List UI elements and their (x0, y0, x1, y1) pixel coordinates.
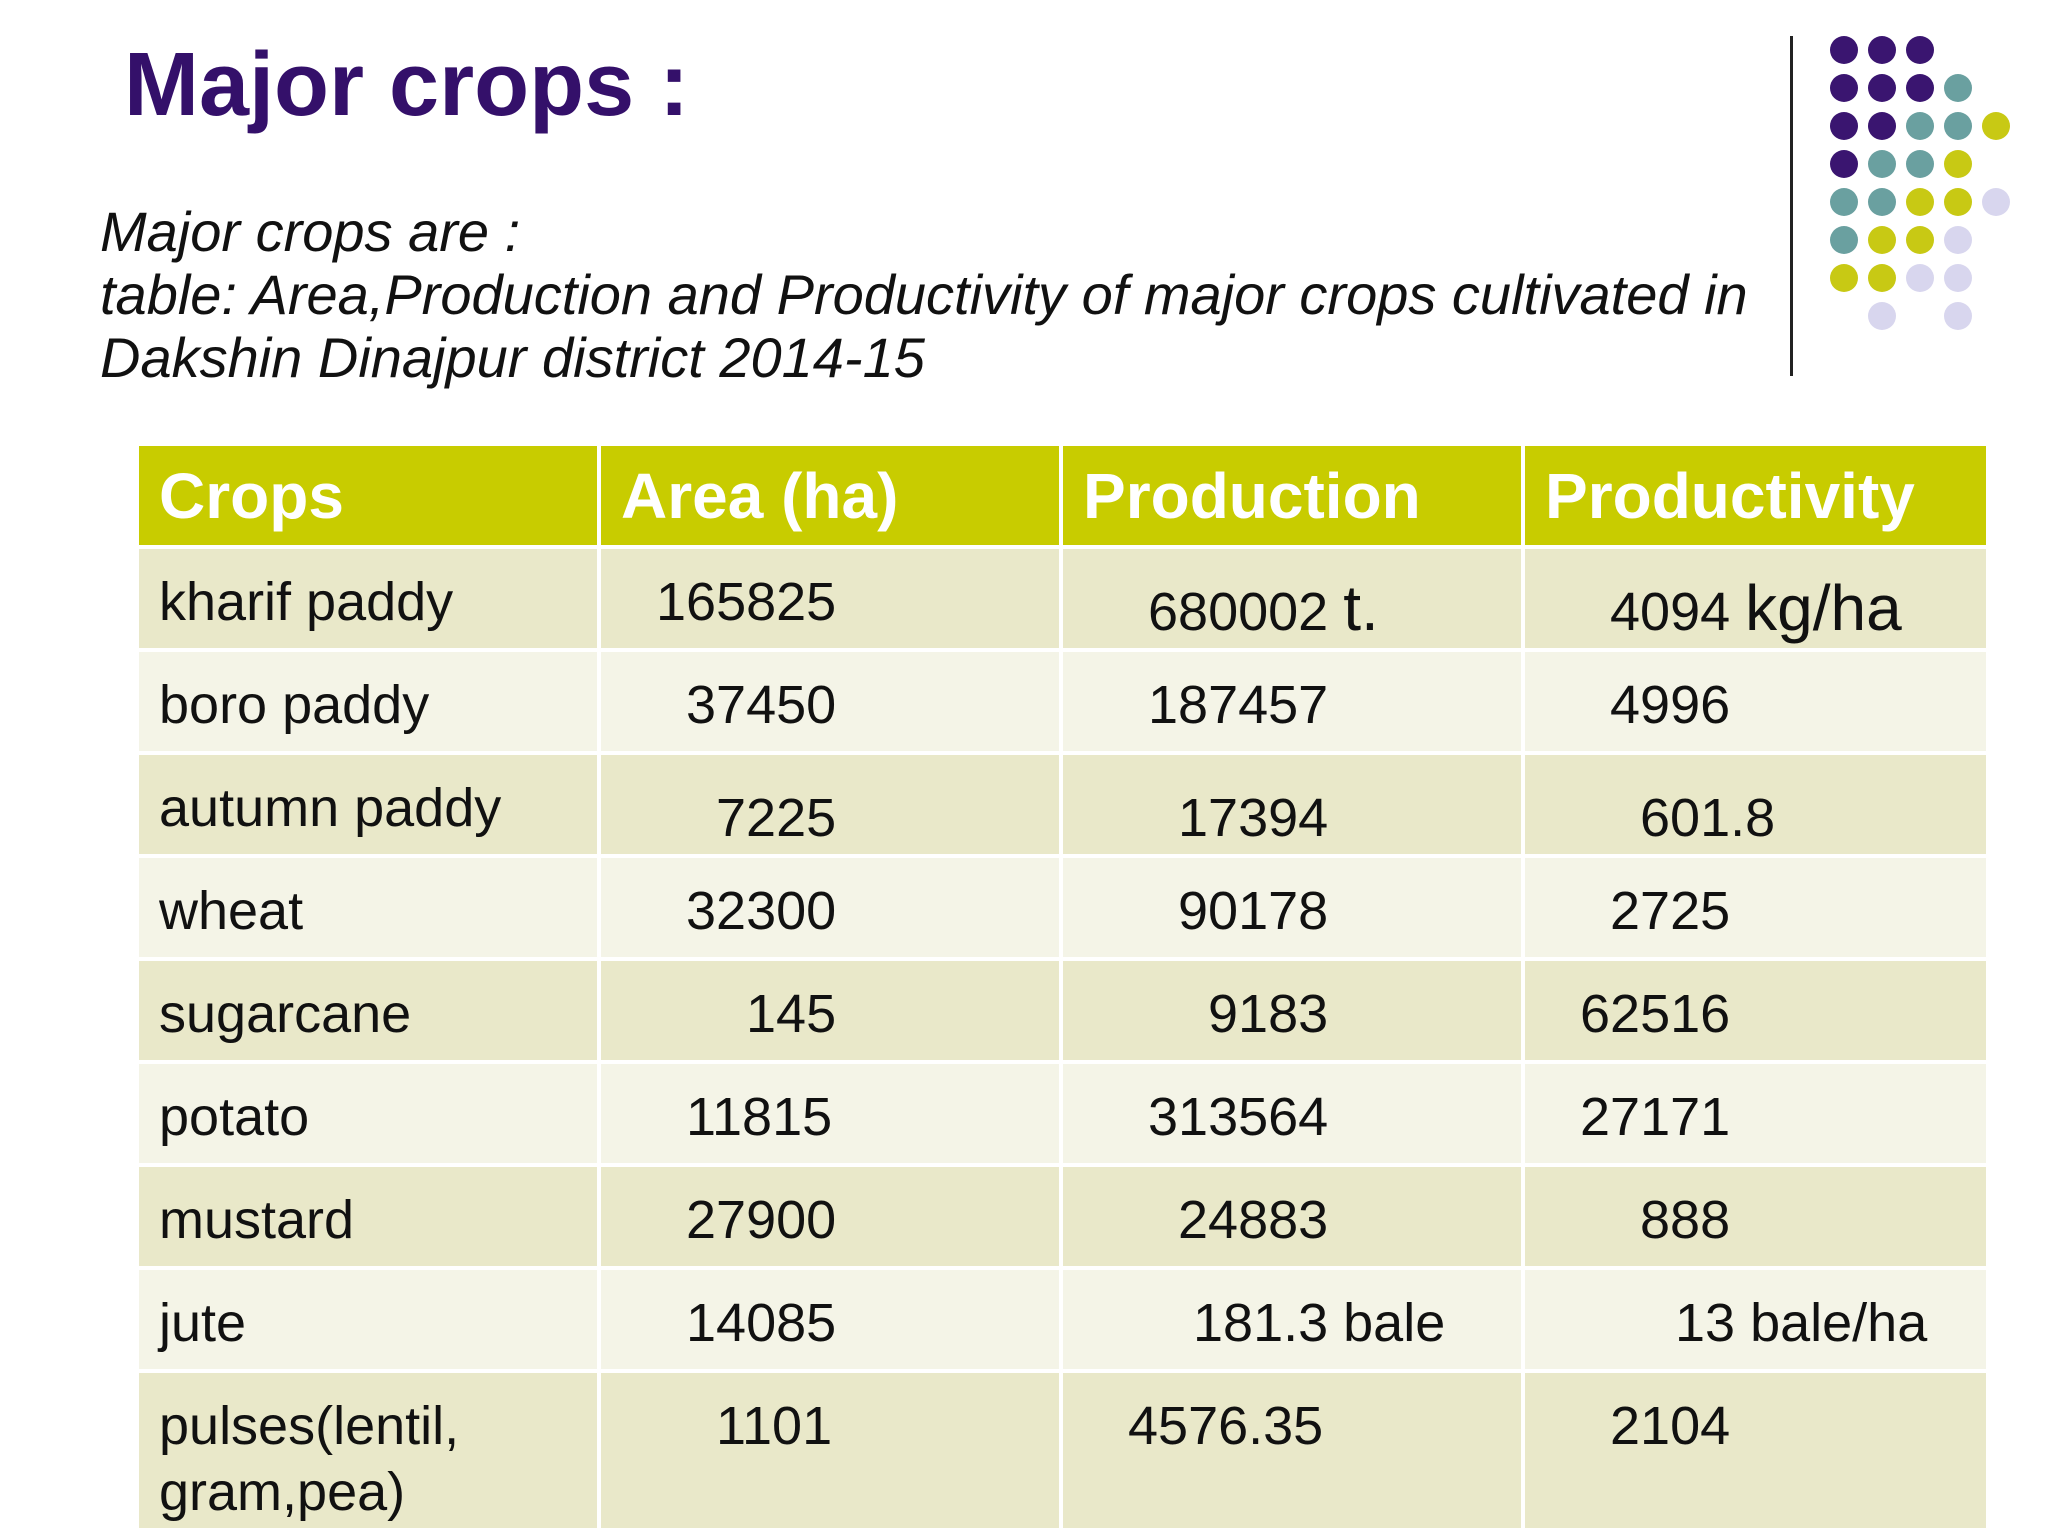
area-cell: 11815 (601, 1064, 1063, 1167)
decorative-dot (1982, 188, 2010, 216)
table-header-row: Crops Area (ha) Production Productivity (139, 446, 1986, 549)
decorative-dot (1830, 264, 1858, 292)
decorative-dot (1830, 74, 1858, 102)
decorative-dot (1944, 74, 1972, 102)
decorative-dot (1944, 226, 1972, 254)
decorative-divider (1790, 36, 1793, 376)
decorative-dot (1868, 264, 1896, 292)
crop-cell: kharif paddy (139, 549, 601, 652)
crop-cell: autumn paddy (139, 755, 601, 858)
subtitle-line-1: Major crops are : (100, 200, 521, 263)
productivity-cell: 2725 (1525, 858, 1986, 961)
productivity-cell: 601.8 (1525, 755, 1986, 858)
production-cell: 9183 (1063, 961, 1525, 1064)
decorative-dot (1944, 264, 1972, 292)
area-cell: 145 (601, 961, 1063, 1064)
productivity-cell: 4094 kg/ha (1525, 549, 1986, 652)
decorative-dot (1906, 264, 1934, 292)
decorative-dot (1868, 74, 1896, 102)
table-row: wheat 32300 90178 2725 (139, 858, 1986, 961)
area-cell: 27900 (601, 1167, 1063, 1270)
decorative-dot (1944, 150, 1972, 178)
subtitle-line-2: table: Area,Production and Productivity … (100, 263, 1748, 326)
productivity-cell: 13 bale/ha (1525, 1270, 1986, 1373)
decorative-dot (1830, 112, 1858, 140)
header-area: Area (ha) (601, 446, 1063, 549)
crop-cell: jute (139, 1270, 601, 1373)
area-cell: 7225 (601, 755, 1063, 858)
decorative-dot (1830, 36, 1858, 64)
header-productivity: Productivity (1525, 446, 1986, 549)
table-row: autumn paddy 7225 17394 601.8 (139, 755, 1986, 858)
crop-cell: boro paddy (139, 652, 601, 755)
productivity-cell: 27171 (1525, 1064, 1986, 1167)
header-production: Production (1063, 446, 1525, 549)
productivity-unit: kg/ha (1745, 572, 1902, 644)
decorative-dot (1906, 74, 1934, 102)
production-cell: 4576.35 (1063, 1373, 1525, 1528)
decorative-dot (1830, 226, 1858, 254)
table-row: mustard 27900 24883 888 (139, 1167, 1986, 1270)
crops-table: Crops Area (ha) Production Productivity … (139, 446, 1986, 1528)
productivity-cell: 888 (1525, 1167, 1986, 1270)
decorative-dot (1868, 112, 1896, 140)
decorative-dot (1830, 188, 1858, 216)
subtitle-line-3: Dakshin Dinajpur district 2014-15 (100, 326, 925, 389)
decorative-dot (1906, 150, 1934, 178)
decorative-dot (1982, 112, 2010, 140)
area-cell: 14085 (601, 1270, 1063, 1373)
productivity-cell: 4996 (1525, 652, 1986, 755)
table-row: sugarcane 145 9183 62516 (139, 961, 1986, 1064)
crop-cell: potato (139, 1064, 601, 1167)
crop-cell: pulses(lentil, gram,pea) (139, 1373, 601, 1528)
production-cell: 17394 (1063, 755, 1525, 858)
production-unit: t. (1343, 572, 1379, 644)
decorative-dot (1906, 188, 1934, 216)
decorative-dot (1868, 150, 1896, 178)
production-cell: 90178 (1063, 858, 1525, 961)
table-row: kharif paddy 165825 680002 t. 4094 kg/ha (139, 549, 1986, 652)
production-cell: 313564 (1063, 1064, 1525, 1167)
crop-cell: mustard (139, 1167, 601, 1270)
production-value: 680002 (1148, 582, 1329, 642)
table-row: potato 11815 313564 27171 (139, 1064, 1986, 1167)
crop-line-1: pulses(lentil, (159, 1396, 460, 1456)
decorative-dot (1906, 226, 1934, 254)
productivity-value: 4094 (1610, 582, 1731, 642)
productivity-cell: 62516 (1525, 961, 1986, 1064)
crop-cell: sugarcane (139, 961, 601, 1064)
crop-line-2: gram,pea) (159, 1462, 406, 1522)
area-cell: 1101 (601, 1373, 1063, 1528)
area-cell: 165825 (601, 549, 1063, 652)
table-row: boro paddy 37450 187457 4996 (139, 652, 1986, 755)
production-cell: 187457 (1063, 652, 1525, 755)
decorative-dot (1868, 302, 1896, 330)
area-cell: 32300 (601, 858, 1063, 961)
decorative-dot (1906, 112, 1934, 140)
decorative-dot (1868, 226, 1896, 254)
area-cell: 37450 (601, 652, 1063, 755)
production-cell: 181.3 bale (1063, 1270, 1525, 1373)
table-row: pulses(lentil, gram,pea) 1101 4576.35 210… (139, 1373, 1986, 1528)
decorative-dot (1868, 36, 1896, 64)
slide-subtitle: Major crops are : table: Area,Production… (100, 200, 1800, 389)
production-cell: 24883 (1063, 1167, 1525, 1270)
production-cell: 680002 t. (1063, 549, 1525, 652)
decorative-dot (1830, 150, 1858, 178)
table-row: jute 14085 181.3 bale 13 bale/ha (139, 1270, 1986, 1373)
decorative-dot (1944, 188, 1972, 216)
decorative-dot (1944, 302, 1972, 330)
header-crops: Crops (139, 446, 601, 549)
decorative-dot (1944, 112, 1972, 140)
decorative-dot (1906, 36, 1934, 64)
slide-title: Major crops : (124, 35, 690, 135)
crop-cell: wheat (139, 858, 601, 961)
productivity-cell: 2104 (1525, 1373, 1986, 1528)
decorative-dot (1868, 188, 1896, 216)
